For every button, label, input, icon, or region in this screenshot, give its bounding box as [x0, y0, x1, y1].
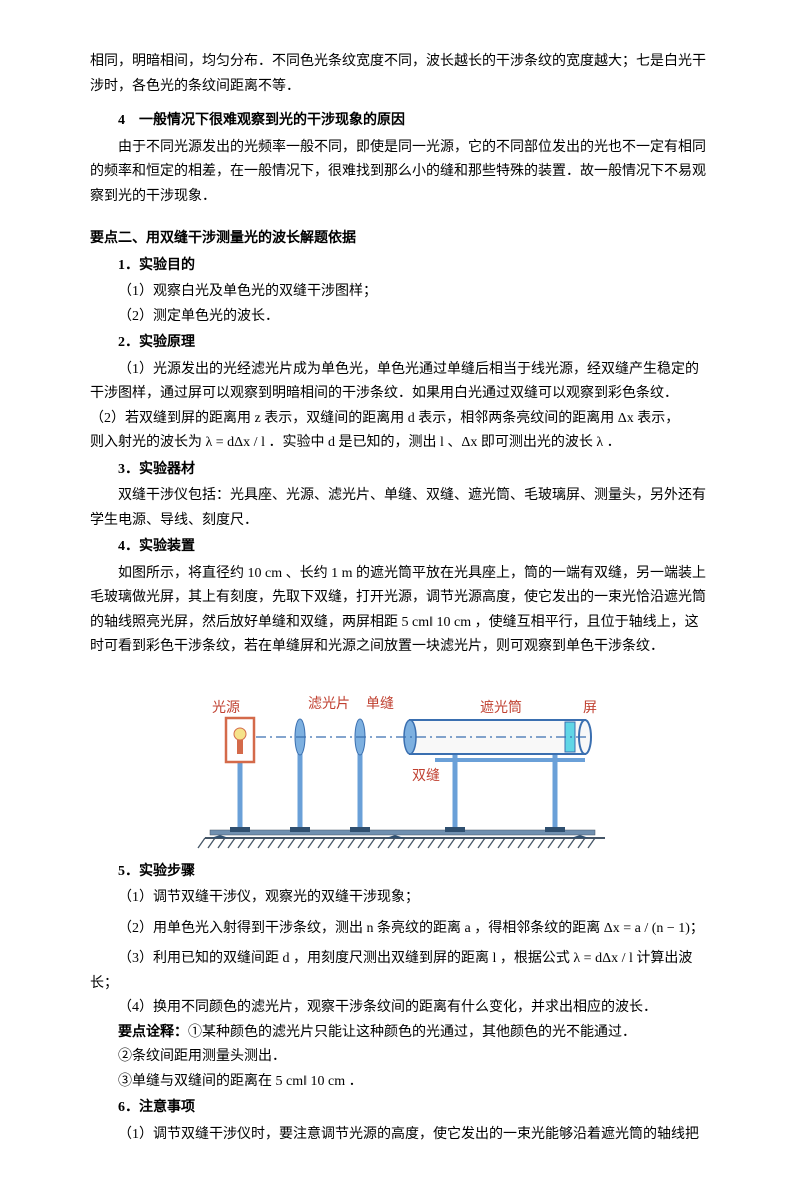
item-1-2: （2）测定单色光的波长．	[90, 305, 710, 330]
document-page: 相同，明暗相间，均匀分布．不同色光条纹宽度不同，波长越长的干涉条纹的宽度越大；七…	[0, 0, 800, 1187]
svg-text:屏: 屏	[583, 701, 597, 716]
heading-2-1: 1．实验目的	[90, 254, 710, 279]
note-2: ②条纹间距用测量头测出．	[90, 1045, 710, 1070]
heading-2-6: 6．注意事项	[90, 1096, 710, 1121]
svg-text:光源: 光源	[212, 700, 240, 716]
svg-text:单缝: 单缝	[366, 696, 394, 712]
note-label: 要点诠释：	[118, 1025, 188, 1040]
item-2-2b: 则入射光的波长为 λ = dΔx / l ．实验中 d 是已知的，测出 l 、Δ…	[90, 431, 710, 456]
heading-4: 4 一般情况下很难观察到光的干涉现象的原因	[90, 109, 710, 134]
heading-2-3: 3．实验器材	[90, 458, 710, 483]
heading-2-5: 5．实验步骤	[90, 860, 710, 885]
apparatus-svg: 光源 滤光片单缝 遮光筒 屏双缝	[185, 672, 615, 852]
paragraph-4-setup: 如图所示，将直径约 10 cm 、长约 1 m 的遮光筒平放在光具座上，筒的一端…	[90, 562, 710, 660]
item-2-1: （1）光源发出的光经滤光片成为单色光，单色光通过单缝后相当于线光源，经双缝产生稳…	[90, 358, 710, 407]
item-5-3: （3）利用已知的双缝间距 d ，用刻度尺测出双缝到屏的距离 l ，根据公式 λ …	[90, 947, 710, 996]
heading-2-4: 4．实验装置	[90, 535, 710, 560]
continuation-paragraph: 相同，明暗相间，均匀分布．不同色光条纹宽度不同，波长越长的干涉条纹的宽度越大；七…	[90, 50, 710, 99]
item-5-1: （1）调节双缝干涉仪，观察光的双缝干涉现象；	[90, 886, 710, 911]
item-6-1: （1）调节双缝干涉仪时，要注意调节光源的高度，使它发出的一束光能够沿着遮光筒的轴…	[90, 1123, 710, 1148]
notes: 要点诠释：①某种颜色的滤光片只能让这种颜色的光通过，其他颜色的光不能通过．	[90, 1021, 710, 1046]
svg-text:遮光筒: 遮光筒	[480, 699, 522, 716]
item-2-2a: （2）若双缝到屏的距离用 z 表示，双缝间的距离用 d 表示，相邻两条亮纹间的距…	[90, 407, 710, 432]
svg-text:双缝: 双缝	[412, 768, 440, 784]
item-5-4: （4）换用不同颜色的滤光片，观察干涉条纹间的距离有什么变化，并求出相应的波长．	[90, 996, 710, 1021]
heading-2-2: 2．实验原理	[90, 331, 710, 356]
item-5-2: （2）用单色光入射得到干涉条纹，测出 n 条亮纹的距离 a ，得相邻条纹的距离 …	[90, 917, 710, 942]
apparatus-diagram: 光源 滤光片单缝 遮光筒 屏双缝	[90, 672, 710, 852]
paragraph-4: 由于不同光源发出的光频率一般不同，即使是同一光源，它的不同部位发出的光也不一定有…	[90, 136, 710, 210]
section-2-title: 要点二、用双缝干涉测量光的波长解题依据	[90, 227, 710, 252]
paragraph-3: 双缝干涉仪包括：光具座、光源、滤光片、单缝、双缝、遮光筒、毛玻璃屏、测量头，另外…	[90, 484, 710, 533]
svg-text:滤光片: 滤光片	[308, 696, 350, 712]
item-1-1: （1）观察白光及单色光的双缝干涉图样；	[90, 280, 710, 305]
note-1: ①某种颜色的滤光片只能让这种颜色的光通过，其他颜色的光不能通过．	[188, 1025, 636, 1040]
note-3: ③单缝与双缝间的距离在 5 cm‖ 10 cm ．	[90, 1070, 710, 1095]
